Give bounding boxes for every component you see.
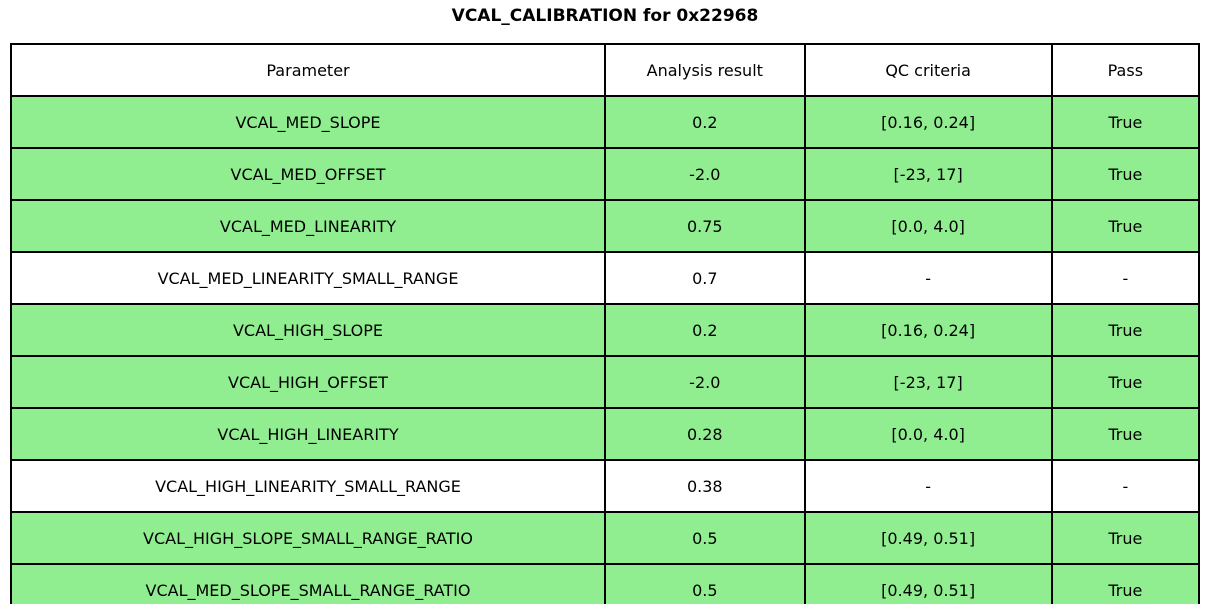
cell-pass: True — [1050, 147, 1201, 201]
cell-result: 0.5 — [604, 563, 806, 604]
table-row: VCAL_MED_SLOPE 0.2 [0.16, 0.24] True — [10, 95, 1201, 149]
cell-criteria: - — [803, 251, 1053, 305]
cell-parameter: VCAL_HIGH_SLOPE — [10, 303, 606, 357]
cell-pass: True — [1050, 199, 1201, 253]
page-title: VCAL_CALIBRATION for 0x22968 — [451, 6, 759, 26]
cell-pass: - — [1050, 459, 1201, 513]
cell-result: 0.2 — [604, 303, 806, 357]
cell-pass: True — [1050, 511, 1201, 565]
cell-result: 0.38 — [604, 459, 806, 513]
cell-parameter: VCAL_MED_LINEARITY_SMALL_RANGE — [10, 251, 606, 305]
table-row: VCAL_HIGH_LINEARITY 0.28 [0.0, 4.0] True — [10, 407, 1201, 461]
table-row: VCAL_MED_LINEARITY 0.75 [0.0, 4.0] True — [10, 199, 1201, 253]
cell-criteria: [0.49, 0.51] — [803, 563, 1053, 604]
cell-pass: True — [1050, 407, 1201, 461]
column-header-parameter: Parameter — [10, 43, 606, 97]
table-row: VCAL_HIGH_LINEARITY_SMALL_RANGE 0.38- - — [10, 459, 1201, 513]
column-header-analysis-result: Analysis result — [604, 43, 806, 97]
cell-criteria: [-23, 17] — [803, 355, 1053, 409]
cell-criteria: [0.16, 0.24] — [803, 95, 1053, 149]
cell-parameter: VCAL_MED_SLOPE — [10, 95, 606, 149]
cell-pass: True — [1050, 563, 1201, 604]
cell-parameter: VCAL_HIGH_LINEARITY — [10, 407, 606, 461]
cell-criteria: [-23, 17] — [803, 147, 1053, 201]
table-row: VCAL_HIGH_OFFSET -2.0 [-23, 17] True — [10, 355, 1201, 409]
table-row: VCAL_HIGH_SLOPE_SMALL_RANGE_RATIO 0.5 [0.4… — [10, 511, 1201, 565]
column-header-qc-criteria: QC criteria — [803, 43, 1053, 97]
cell-result: 0.2 — [604, 95, 806, 149]
cell-criteria: [0.49, 0.51] — [803, 511, 1053, 565]
cell-result: 0.28 — [604, 407, 806, 461]
cell-criteria: - — [803, 459, 1053, 513]
table-row: VCAL_MED_OFFSET -2.0 [-23, 17] True — [10, 147, 1201, 201]
cell-criteria: [0.0, 4.0] — [803, 407, 1053, 461]
cell-result: -2.0 — [604, 147, 806, 201]
cell-result: -2.0 — [604, 355, 806, 409]
cell-pass: - — [1050, 251, 1201, 305]
cell-criteria: [0.16, 0.24] — [803, 303, 1053, 357]
cell-pass: True — [1050, 95, 1201, 149]
cell-parameter: VCAL_HIGH_SLOPE_SMALL_RANGE_RATIO — [10, 511, 606, 565]
table-row: VCAL_MED_SLOPE_SMALL_RANGE_RATIO 0.5 [0.49… — [10, 563, 1201, 604]
cell-result: 0.75 — [604, 199, 806, 253]
table-header-row: Parameter Analysis result QC criteria Pa… — [10, 43, 1201, 97]
calibration-results-table: Parameter Analysis result QC criteria Pa… — [10, 43, 1201, 604]
cell-criteria: [0.0, 4.0] — [803, 199, 1053, 253]
cell-parameter: VCAL_MED_SLOPE_SMALL_RANGE_RATIO — [10, 563, 606, 604]
cell-pass: True — [1050, 355, 1201, 409]
cell-pass: True — [1050, 303, 1201, 357]
cell-parameter: VCAL_MED_LINEARITY — [10, 199, 606, 253]
column-header-pass: Pass — [1050, 43, 1201, 97]
cell-parameter: VCAL_HIGH_OFFSET — [10, 355, 606, 409]
cell-result: 0.5 — [604, 511, 806, 565]
cell-parameter: VCAL_HIGH_LINEARITY_SMALL_RANGE — [10, 459, 606, 513]
cell-result: 0.7 — [604, 251, 806, 305]
cell-parameter: VCAL_MED_OFFSET — [10, 147, 606, 201]
table-row: VCAL_HIGH_SLOPE 0.2 [0.16, 0.24] True — [10, 303, 1201, 357]
table-row: VCAL_MED_LINEARITY_SMALL_RANGE 0.7- - — [10, 251, 1201, 305]
